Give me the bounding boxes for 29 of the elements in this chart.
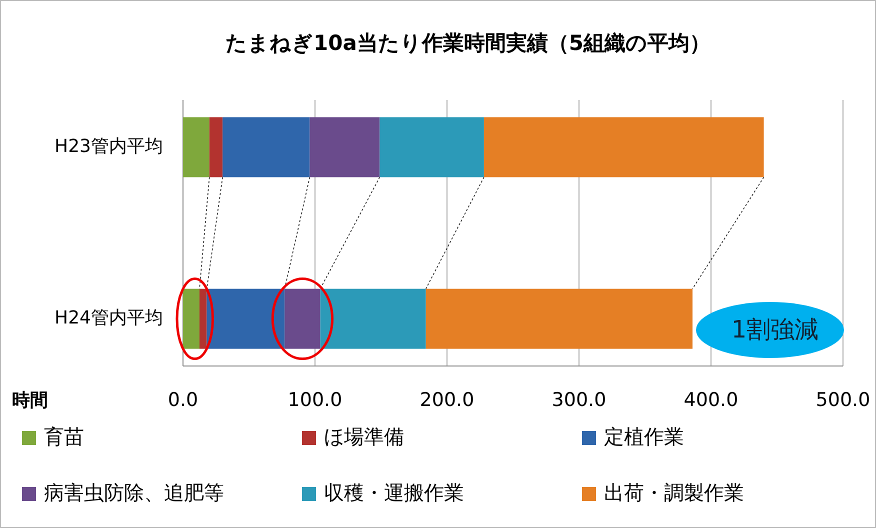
chart-title: たまねぎ10a当たり作業時間実績（5組織の平均）	[225, 31, 711, 55]
x-tick-label: 500.0	[816, 389, 870, 411]
y-tick-label: H23管内平均	[54, 136, 163, 158]
x-axis-title: 時間	[12, 390, 48, 411]
x-tick-label: 0.0	[168, 389, 198, 411]
bar	[183, 117, 210, 178]
x-tick-label: 200.0	[420, 389, 474, 411]
bar	[484, 117, 764, 178]
bar	[426, 288, 693, 349]
x-tick-label: 100.0	[288, 389, 342, 411]
bar	[380, 117, 484, 178]
bar	[200, 288, 207, 349]
legend-label: 病害虫防除、追肥等	[44, 480, 224, 504]
legend-label: 育苗	[44, 424, 84, 448]
y-tick-label: H24管内平均	[54, 308, 163, 329]
bar	[206, 288, 285, 349]
bar	[320, 288, 426, 349]
bar	[284, 288, 320, 349]
x-tick-label: 300.0	[552, 389, 606, 411]
legend-label: 定植作業	[604, 424, 684, 448]
legend-label: ほ場準備	[324, 424, 404, 448]
x-tick-label: 400.0	[684, 389, 738, 411]
bar	[209, 117, 223, 178]
legend-label: 出荷・調製作業	[604, 480, 744, 504]
bar	[183, 288, 200, 349]
bar	[310, 117, 380, 178]
annotation: 1割強減	[731, 316, 819, 344]
bar	[222, 117, 310, 178]
legend-label: 収穫・運搬作業	[324, 480, 464, 504]
